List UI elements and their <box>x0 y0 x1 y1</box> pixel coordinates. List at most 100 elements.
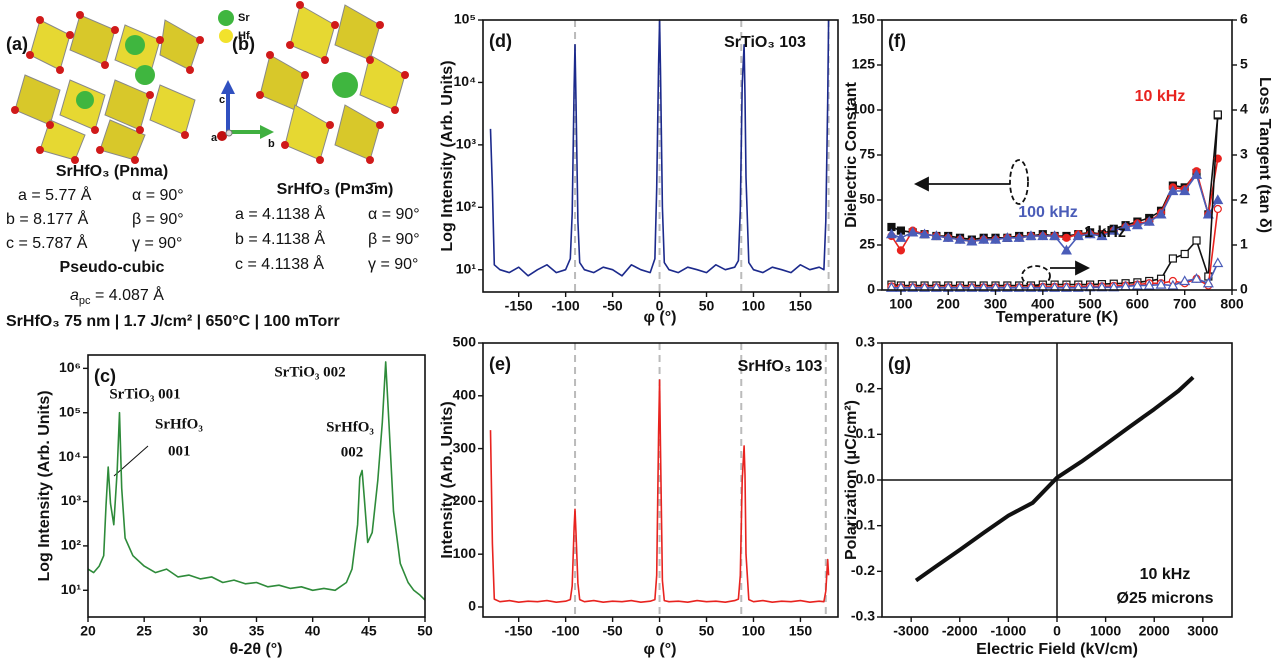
marker <box>1191 273 1203 283</box>
series-line <box>489 19 830 277</box>
x-tick-label: 100 <box>889 296 913 312</box>
marker <box>1213 204 1222 214</box>
x-tick-label: 400 <box>1031 296 1055 312</box>
y-tick-label: 10³ <box>456 136 477 152</box>
pc-symbol: a <box>70 287 79 304</box>
chart-panel: -150 -100 -50 0 50 100 150 10¹ 10² 10³ 10⁴ 10⁵ φ (°)… <box>439 11 839 326</box>
x-tick-label: 700 <box>1173 296 1197 312</box>
marker <box>1180 249 1189 259</box>
marker <box>1213 110 1222 119</box>
lattice-angle: β = 90° <box>368 231 420 248</box>
y-tick-label: -0.1 <box>851 516 875 532</box>
x-tick-label: 3000 <box>1187 623 1218 639</box>
structure-title: SrHfO₃ (Pm3̄m) <box>277 181 394 198</box>
marker <box>1191 169 1203 179</box>
y-tick-label: 0 <box>468 598 476 614</box>
y-tick-label: 10⁶ <box>59 359 81 375</box>
y-tick-label: 75 <box>859 146 875 162</box>
y-tick-label: 25 <box>859 236 875 252</box>
x-tick-label: 1000 <box>1090 623 1121 639</box>
structure-title: SrHfO₃ (Pnma) <box>56 163 168 180</box>
x-tick-label: 0 <box>656 298 664 314</box>
lattice-param: b = 8.177 Å <box>6 209 89 228</box>
y-tick-label: 150 <box>852 11 876 27</box>
marker <box>1096 230 1108 241</box>
panel-label: (c) <box>94 366 116 386</box>
y-axis-label: Dielectric Constant <box>843 81 860 227</box>
marker <box>954 233 966 244</box>
x-tick-label: 800 <box>1220 296 1244 312</box>
marker <box>919 228 931 239</box>
axis-letter-a: a <box>211 132 218 144</box>
lattice-param: b = 4.1138 Å <box>235 229 325 248</box>
chart-panel: 100 200 300 400 500 600 700 8000255075100125150… <box>843 11 1273 327</box>
x-tick-label: -2000 <box>942 623 978 639</box>
x-tick-label: 600 <box>1126 296 1150 312</box>
sample-header: SrHfO₃ 75 nm | 1.7 J/cm² | 650°C | 100 m… <box>6 313 340 330</box>
y2-tick-label: 5 <box>1240 56 1248 72</box>
x-axis-label: Temperature (K) <box>996 309 1118 326</box>
x-axis-label: φ (°) <box>644 641 677 658</box>
y-tick-label: 0.1 <box>856 425 876 441</box>
x-tick-label: 100 <box>742 623 766 639</box>
y-tick-label: 0 <box>867 281 875 297</box>
legend-label: 10 kHz <box>1135 88 1186 105</box>
axis-letter-c: c <box>219 94 225 106</box>
y-axis-label: Log Intensity (Arb. Units) <box>439 60 456 251</box>
chart-panel: -3000 -2000 -1000 0 1000 2000 3000 -0.3 -0.2 -0.1… <box>843 334 1233 658</box>
marker <box>907 226 919 237</box>
crystal-axes <box>217 80 274 141</box>
marker <box>1131 279 1143 290</box>
lattice-param: a = 4.1138 Å <box>235 204 325 223</box>
marker <box>1192 236 1201 245</box>
legend-label: 1 kHz <box>1084 224 1126 241</box>
marker <box>966 235 978 246</box>
marker <box>1202 208 1214 219</box>
y-tick-label: 125 <box>852 56 876 72</box>
x-tick-label: 25 <box>136 623 152 639</box>
marker <box>989 233 1002 244</box>
annotation: 002 <box>341 444 364 460</box>
panel-label: (a) <box>6 34 28 54</box>
lattice-param: a = 5.77 Å <box>18 185 92 204</box>
marker <box>1001 232 1013 242</box>
axis-letter-b: b <box>268 138 275 150</box>
y-axis-label: Polarization (μC/cm²) <box>843 400 860 560</box>
marker <box>1155 278 1167 289</box>
lattice-angle: α = 90° <box>368 206 420 223</box>
annotation: 001 <box>168 443 191 459</box>
x-tick-label: 20 <box>80 623 96 639</box>
pseudo-cubic-title: Pseudo-cubic <box>60 259 165 276</box>
y2-tick-label: 6 <box>1240 11 1248 27</box>
x-tick-label: 300 <box>984 296 1008 312</box>
y-axis-label: Log Intensity (Arb. Units) <box>36 390 53 581</box>
x-tick-label: 40 <box>305 623 321 639</box>
x-tick-label: 150 <box>789 623 813 639</box>
lattice-param: c = 5.787 Å <box>6 233 88 252</box>
y-tick-label: 10¹ <box>456 260 477 276</box>
y2-axis-label: Loss Tangent (tan δ) <box>1256 77 1273 233</box>
y2-tick-label: 0 <box>1240 281 1248 297</box>
marker <box>1143 279 1155 290</box>
marker <box>1143 215 1155 226</box>
marker <box>1167 279 1179 290</box>
y-tick-label: -0.2 <box>851 562 875 578</box>
guide-arrows <box>913 159 1091 287</box>
annotation: SrHfO₃ <box>326 419 374 435</box>
marker <box>930 230 942 241</box>
series-line <box>87 361 426 601</box>
x-tick-label: 30 <box>193 623 209 639</box>
panel-label: (d) <box>489 31 512 51</box>
panel-label: (g) <box>888 354 911 374</box>
x-tick-label: -150 <box>505 298 533 314</box>
x-tick-label: 200 <box>937 296 961 312</box>
annotation: SrHfO₃ <box>155 416 203 432</box>
marker <box>1155 208 1167 219</box>
y-tick-label: 10⁴ <box>59 448 82 464</box>
series-line <box>489 379 830 603</box>
marker <box>1072 230 1084 241</box>
legend-label: 100 kHz <box>1018 204 1078 221</box>
annotation: SrTiO₃ 103 <box>724 34 806 51</box>
panel-label: (e) <box>489 354 511 374</box>
x-tick-label: -150 <box>505 623 533 639</box>
